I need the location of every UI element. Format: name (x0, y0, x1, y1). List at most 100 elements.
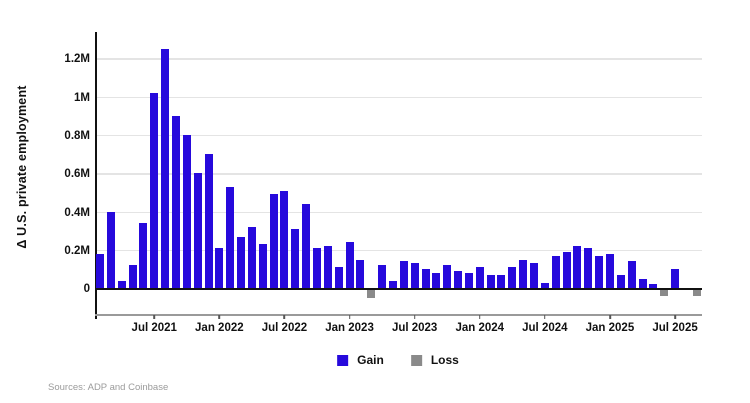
x-tick-mark (283, 315, 286, 319)
y-tick-label: 0.8M (64, 129, 90, 142)
bar-gain (399, 261, 408, 289)
bar-gain (616, 274, 625, 289)
bar-gain (671, 269, 680, 289)
x-tick-mark (544, 315, 546, 319)
bar-gain (421, 269, 430, 289)
legend-loss-label: Loss (430, 353, 459, 367)
bar-gain (182, 134, 191, 289)
x-tick-label: Jul 2021 (131, 322, 177, 334)
x-tick-mark (348, 315, 351, 319)
bar-gain (388, 280, 397, 289)
bar-gain (106, 211, 115, 289)
x-tick-label: Jan 2023 (325, 322, 374, 334)
y-tick-label: 1.2M (64, 53, 90, 66)
bar-gain (649, 284, 658, 289)
bar-gain (150, 92, 159, 289)
bar-gain (247, 226, 256, 289)
legend-loss-item: Loss (410, 353, 459, 367)
bar-gain (345, 242, 354, 289)
loss-swatch-icon (410, 354, 422, 366)
legend-gain-item: Gain (337, 353, 384, 367)
bar-gain (638, 278, 647, 289)
gridline (95, 58, 702, 60)
bar-gain (302, 203, 311, 289)
bar-gain (432, 272, 441, 289)
bar-gain (508, 267, 517, 289)
bar-gain (378, 265, 387, 289)
bar-gain (627, 261, 636, 289)
x-axis-border (95, 314, 702, 316)
y-tick-label: 0.2M (64, 244, 90, 257)
bar-gain (161, 48, 170, 289)
bar-gain (139, 223, 148, 289)
bar-gain (454, 271, 463, 289)
bar-gain (204, 154, 213, 289)
bar-gain (486, 274, 495, 289)
bar-gain (96, 253, 104, 289)
bar-gain (237, 236, 246, 289)
bar-gain (193, 173, 202, 289)
bar-loss (367, 290, 376, 298)
gridline (95, 211, 702, 214)
gridline (95, 249, 702, 252)
x-tick-mark (218, 315, 221, 319)
plot-area (95, 32, 702, 315)
x-tick-label: Jul 2022 (261, 322, 308, 334)
bar-gain (595, 255, 604, 289)
y-tick-label: 0 (83, 283, 90, 296)
bar-gain (605, 253, 614, 289)
bar-gain (519, 259, 528, 289)
bar-gain (226, 186, 235, 289)
x-tick-mark (609, 315, 611, 319)
bar-gain (291, 228, 300, 289)
bar-gain (269, 194, 278, 289)
bar-gain (497, 274, 506, 289)
bar-gain (313, 248, 321, 289)
x-tick-mark (153, 315, 156, 319)
bar-gain (215, 248, 224, 289)
gridline (95, 134, 702, 137)
x-tick-mark (674, 315, 676, 319)
source-note: Sources: ADP and Coinbase (48, 382, 169, 393)
y-tick-label: 0.4M (64, 206, 90, 219)
bar-loss (692, 290, 701, 296)
bar-gain (117, 280, 126, 289)
x-tick-label: Jul 2024 (522, 322, 568, 334)
bar-gain (475, 267, 484, 289)
bar-gain (573, 246, 582, 289)
bar-gain (356, 259, 365, 289)
y-axis-title: Δ U.S. private employment (15, 85, 29, 249)
y-tick-label: 1M (74, 91, 90, 104)
legend: Gain Loss (337, 353, 459, 367)
bar-gain (562, 251, 571, 289)
bar-gain (171, 115, 180, 289)
x-tick-label: Jul 2023 (391, 322, 438, 334)
bar-gain (280, 190, 289, 289)
bar-gain (334, 267, 343, 289)
y-tick-label: 0.6M (64, 168, 90, 181)
bar-gain (464, 272, 473, 289)
gain-swatch-icon (337, 354, 349, 366)
bar-gain (410, 263, 419, 289)
bar-loss (660, 290, 669, 296)
bar-gain (323, 246, 332, 289)
bar-gain (258, 244, 267, 289)
bar-gain (551, 255, 560, 289)
bar-gain (540, 282, 549, 289)
gridline (95, 173, 702, 175)
zero-axis-line (95, 288, 702, 291)
bar-gain (584, 248, 593, 289)
x-tick-label: Jul 2025 (652, 322, 698, 334)
x-tick-label: Jan 2024 (455, 322, 505, 334)
x-tick-label: Jan 2022 (195, 322, 244, 334)
x-tick-label: Jan 2025 (585, 322, 635, 334)
bar-gain (128, 265, 137, 289)
legend-gain-label: Gain (357, 353, 384, 367)
x-tick-mark (478, 315, 481, 319)
gridline (95, 96, 702, 99)
y-axis-line (95, 32, 97, 319)
bar-gain (530, 263, 538, 289)
bar-gain (443, 265, 452, 289)
x-tick-mark (413, 315, 416, 319)
